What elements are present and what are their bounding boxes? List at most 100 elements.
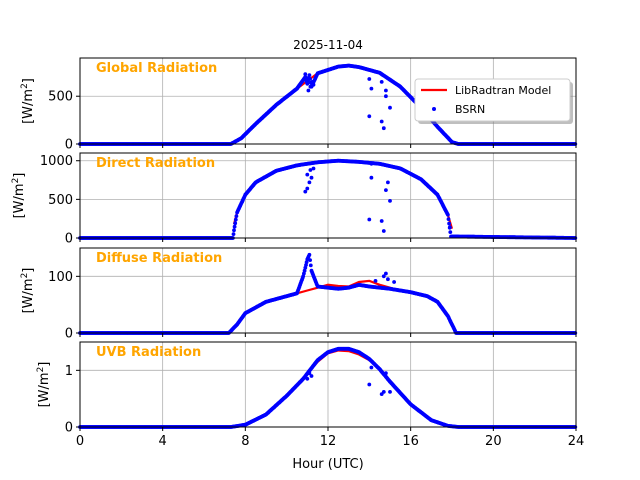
panel-diffuse: 0 100 [W/m2] Diffuse Radiation — [20, 247, 578, 342]
bsrn-point — [302, 268, 307, 273]
panel-title: Global Radiation — [96, 61, 217, 76]
bsrn-point — [381, 229, 386, 233]
bsrn-point — [388, 105, 392, 110]
y-tick-label: 0 — [65, 421, 73, 436]
bsrn-point — [307, 180, 312, 185]
legend: LibRadtran Model BSRN — [414, 78, 573, 124]
bsrn-point — [388, 199, 392, 203]
y-tick-label: 500 — [48, 90, 73, 105]
bsrn-point — [373, 279, 378, 283]
bsrn-point — [311, 82, 316, 87]
y-axis-label-sup: 2 — [20, 83, 30, 89]
bsrn-point — [369, 86, 374, 91]
bsrn-point — [308, 263, 313, 268]
y-tick-label: 0 — [65, 232, 73, 247]
x-tick-label: 0 — [76, 434, 84, 449]
bsrn-point — [233, 217, 238, 222]
y-axis-label-end: ] — [12, 173, 27, 178]
bsrn-point — [367, 382, 372, 387]
y-axis-label-main: [W/m — [37, 372, 52, 407]
bsrn-point — [384, 94, 388, 99]
y-tick-label: 500 — [48, 193, 73, 208]
bsrn-point — [367, 217, 372, 222]
bsrn-point — [369, 161, 374, 166]
bsrn-point — [446, 217, 451, 222]
bsrn-point — [306, 88, 311, 93]
y-tick-label: 1000 — [40, 154, 73, 169]
bsrn-point — [384, 271, 388, 276]
legend-swatch-dot — [432, 107, 436, 111]
bsrn-point — [379, 119, 384, 124]
bsrn-point — [386, 277, 390, 282]
bsrn-point — [388, 390, 392, 394]
bsrn-point — [303, 72, 308, 77]
bsrn-point — [384, 371, 388, 376]
bsrn-point — [231, 232, 236, 237]
y-axis-label-main: [W/m — [21, 89, 36, 124]
bsrn-point — [448, 230, 453, 235]
chart-title: 2025-11-04 — [293, 38, 363, 52]
bsrn-point — [381, 274, 386, 279]
panel-global: 0 500 [W/m2] Global Radiation — [20, 57, 578, 153]
y-axis-label-main: [W/m — [21, 278, 36, 313]
y-axis-label: [W/m2] — [20, 268, 36, 314]
x-tick-label: 12 — [320, 434, 337, 449]
y-tick-label: 1 — [65, 364, 73, 379]
bsrn-point — [304, 260, 309, 265]
bsrn-point — [305, 172, 310, 177]
x-tick-label: 16 — [402, 434, 419, 449]
bsrn-point — [448, 225, 452, 230]
bsrn-point — [384, 88, 388, 93]
bsrn-point — [308, 84, 313, 89]
y-axis-label-sup: 2 — [20, 273, 30, 279]
bsrn-point — [303, 189, 308, 194]
y-axis-label: [W/m2] — [36, 362, 52, 408]
y-tick-label: 0 — [65, 138, 73, 153]
bsrn-point — [311, 166, 316, 171]
x-tick-label: 20 — [485, 434, 502, 449]
panel-title: UVB Radiation — [96, 345, 201, 360]
legend-box — [414, 78, 571, 122]
bsrn-point — [447, 221, 451, 226]
bsrn-point — [384, 188, 388, 193]
bsrn-point — [307, 371, 312, 376]
panel-title: Direct Radiation — [96, 156, 215, 171]
bsrn-point — [307, 73, 312, 78]
x-axis-label: Hour (UTC) — [292, 457, 363, 472]
bsrn-point — [367, 114, 372, 119]
x-tick-labels: 0 4 8 12 16 20 24 — [76, 434, 584, 449]
y-axis-label-end: ] — [21, 78, 36, 83]
bsrn-point — [310, 80, 315, 84]
bsrn-point — [307, 252, 312, 257]
panel-uvb: 0 1 [W/m2] UVB Radiation — [36, 341, 578, 436]
bsrn-point — [309, 175, 314, 180]
y-axis-label-sup: 2 — [11, 178, 21, 184]
bsrn-point — [234, 214, 239, 219]
y-tick-label: 100 — [48, 270, 73, 285]
legend-entry-label: BSRN — [455, 103, 485, 116]
bsrn-point — [379, 219, 384, 223]
bsrn-point — [369, 365, 374, 370]
panel-title: Diffuse Radiation — [96, 251, 222, 266]
x-tick-label: 8 — [241, 434, 249, 449]
x-tick-label: 24 — [568, 434, 585, 449]
y-axis-label-end: ] — [37, 362, 52, 367]
bsrn-point — [381, 390, 386, 394]
y-tick-label: 0 — [65, 327, 73, 342]
bsrn-point — [381, 126, 386, 131]
y-axis-label-end: ] — [21, 268, 36, 273]
bsrn-point — [367, 77, 372, 81]
bsrn-point — [308, 258, 312, 262]
series-line-model — [232, 159, 454, 230]
bsrn-point — [305, 376, 310, 381]
y-axis-label: [W/m2] — [11, 173, 27, 219]
legend-entry-label: LibRadtran Model — [455, 84, 551, 97]
bsrn-point — [379, 80, 384, 84]
bsrn-point — [369, 175, 374, 180]
bsrn-point — [386, 180, 390, 185]
y-axis-label-sup: 2 — [36, 367, 46, 373]
bsrn-point — [305, 76, 310, 80]
bsrn-point — [392, 280, 396, 284]
y-axis-label-main: [W/m — [12, 183, 27, 218]
